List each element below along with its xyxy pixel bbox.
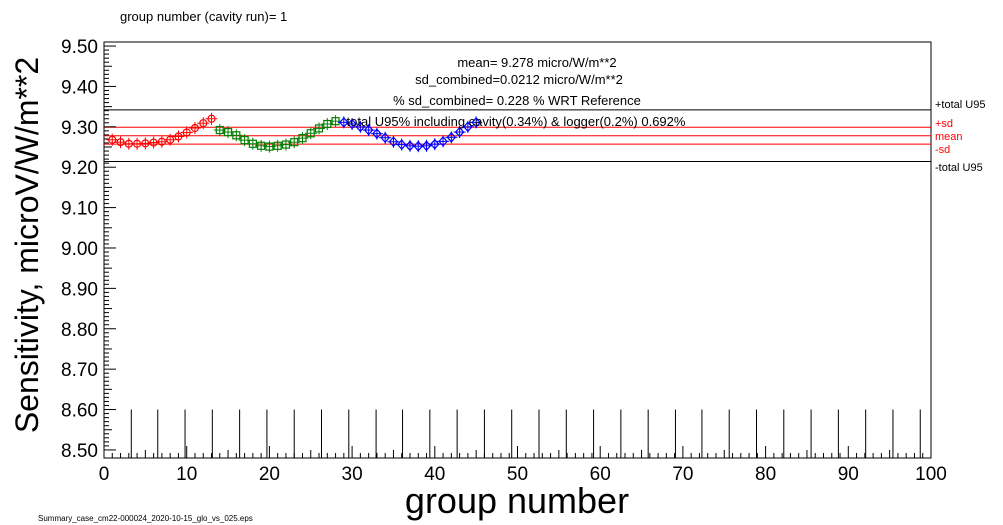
y-tick-label: 9.40 xyxy=(61,77,98,98)
data-point xyxy=(446,131,457,143)
y-tick-label: 9.10 xyxy=(61,199,98,220)
y-tick-label: 9.20 xyxy=(61,158,98,179)
data-point xyxy=(166,135,175,144)
group-number-label: group number (cavity run)= 1 xyxy=(120,9,287,24)
x-tick-label: 80 xyxy=(755,464,776,485)
y-tick-label: 8.70 xyxy=(61,360,98,381)
data-point xyxy=(281,140,291,149)
x-tick-label: 60 xyxy=(590,464,611,485)
mean-label: mean xyxy=(935,131,963,143)
mean-stat: mean= 9.278 micro/W/m**2 xyxy=(457,55,616,70)
lower-u95-label: -total U95 xyxy=(935,162,983,174)
y-tick-label: 9.00 xyxy=(61,239,98,260)
x-tick-label: 10 xyxy=(176,464,197,485)
y-tick-label: 8.90 xyxy=(61,279,98,300)
y-axis-title: Sensitivity, microV/W/m**2 xyxy=(9,57,45,433)
data-point xyxy=(116,138,125,147)
data-point xyxy=(174,132,183,141)
data-point xyxy=(314,124,324,133)
y-tick-label: 9.50 xyxy=(61,37,98,58)
data-point xyxy=(248,139,257,148)
data-point xyxy=(339,116,349,128)
percent-sd-stat: % sd_combined= 0.228 % WRT Reference xyxy=(393,93,641,108)
y-tick-label: 9.30 xyxy=(61,118,98,139)
data-point xyxy=(190,123,200,133)
data-point xyxy=(223,127,233,137)
upper-u95-label: +total U95 xyxy=(935,99,985,111)
y-tick-label: 8.60 xyxy=(61,401,98,422)
data-point xyxy=(149,138,158,147)
data-point xyxy=(363,124,374,136)
data-point xyxy=(396,139,407,150)
data-point xyxy=(108,135,117,144)
data-point xyxy=(215,125,224,135)
data-point xyxy=(306,129,315,138)
data-point xyxy=(331,117,340,126)
x-tick-label: 0 xyxy=(99,464,110,485)
x-tick-label: 50 xyxy=(507,464,528,485)
data-point xyxy=(232,131,241,140)
data-point xyxy=(347,118,357,130)
data-point xyxy=(157,137,166,146)
data-point xyxy=(471,116,481,128)
data-point xyxy=(438,135,448,147)
data-point xyxy=(207,114,216,123)
data-point xyxy=(463,121,473,133)
data-point xyxy=(182,128,191,137)
data-point xyxy=(388,136,399,148)
x-tick-label: 70 xyxy=(672,464,693,485)
axis-ticks: 0 10 20 30 40 50 60 70 80 90 100 8.50 8.60 8.70 8.80 8.… xyxy=(61,37,947,485)
sd-stat: sd_combined=0.0212 micro/W/m**2 xyxy=(415,72,623,87)
data-points xyxy=(106,112,483,153)
group-markers xyxy=(130,409,921,458)
data-point xyxy=(405,140,415,152)
x-tick-label: 20 xyxy=(259,464,280,485)
y-tick-label: 8.50 xyxy=(61,441,98,462)
file-name-label: Summary_case_cm22-000024_2020-10-15_glo_… xyxy=(38,514,253,523)
data-point xyxy=(273,141,282,150)
data-point xyxy=(265,142,274,151)
data-point xyxy=(454,126,465,138)
x-axis-title: group number xyxy=(405,480,629,521)
data-point xyxy=(290,138,299,147)
data-point xyxy=(355,121,366,133)
x-tick-label: 30 xyxy=(342,464,363,485)
data-point xyxy=(199,119,208,128)
data-point xyxy=(298,134,307,143)
data-point xyxy=(380,132,390,144)
x-tick-label: 100 xyxy=(915,464,947,485)
x-tick-label: 40 xyxy=(424,464,445,485)
plus-sd-label: +sd xyxy=(935,118,953,130)
total-u95-stat: total U95% including cavity(0.34%) & log… xyxy=(347,114,686,129)
data-point xyxy=(141,139,150,148)
data-point xyxy=(240,136,249,145)
minus-sd-label: -sd xyxy=(935,144,950,156)
data-point xyxy=(429,138,440,150)
data-point xyxy=(372,128,382,140)
data-point xyxy=(323,119,332,129)
data-point xyxy=(413,140,424,152)
y-tick-label: 8.80 xyxy=(61,320,98,341)
data-point xyxy=(257,141,266,150)
x-tick-label: 90 xyxy=(838,464,859,485)
